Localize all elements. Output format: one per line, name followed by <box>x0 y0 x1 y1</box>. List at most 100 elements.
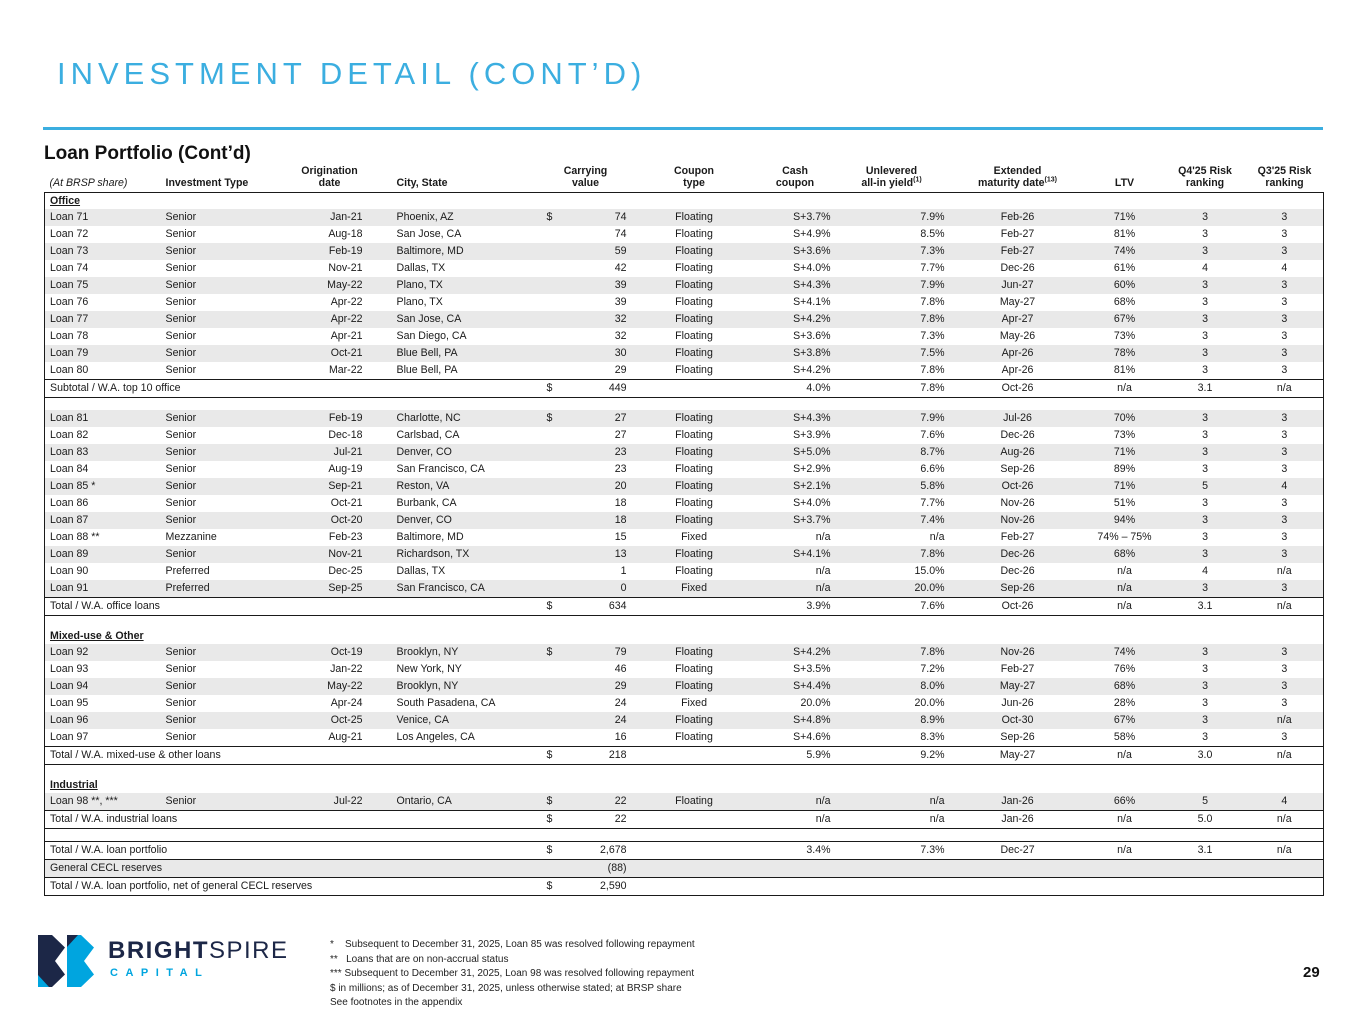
column-header: Carrying value <box>563 165 608 189</box>
table-cell: Sep-25 <box>328 582 363 594</box>
table-cell: 7.5% <box>920 347 945 359</box>
table-cell: 5.8% <box>920 480 945 492</box>
table-cell: San Jose, CA <box>396 228 462 240</box>
table-cell: Senior <box>165 731 197 743</box>
table-cell: Aug-26 <box>1000 446 1035 458</box>
table-cell <box>540 859 563 878</box>
table-cell: 3 <box>1202 296 1208 308</box>
table-row: Loan 72 Senior Aug-18 San Jose, CA 74 Floatin… <box>44 226 1325 243</box>
table-cell: Oct-21 <box>330 347 363 359</box>
table-cell: Apr-26 <box>1001 364 1034 376</box>
table-cell: Sep-21 <box>328 480 363 492</box>
table-cell: Loan 93 <box>44 661 163 678</box>
table-cell: South Pasadena, CA <box>396 697 496 709</box>
table-row: Office <box>43 192 1325 209</box>
table-cell: Loan 74 <box>44 260 163 277</box>
table-cell: 7.6% <box>920 429 945 441</box>
table-cell: Loan 97 <box>44 729 163 747</box>
table-cell: 4.0% <box>757 379 833 398</box>
table-cell: Mar-22 <box>328 364 363 376</box>
table-row: Loan 95 Senior Apr-24 South Pasadena, CA 24 F… <box>44 695 1325 712</box>
table-cell: 7.8% <box>832 379 951 398</box>
table-cell: Ontario, CA <box>396 795 452 807</box>
table-cell: Loan 82 <box>44 427 163 444</box>
table-cell: 3 <box>1245 328 1325 345</box>
table-cell: 74% – 75% <box>1097 531 1152 543</box>
table-cell: 3 <box>1245 512 1325 529</box>
table-cell: Phoenix, AZ <box>396 211 454 223</box>
table-cell: S+4.3% <box>793 412 831 424</box>
table-cell: 3 <box>1245 311 1325 328</box>
table-cell: Jun-27 <box>1001 279 1034 291</box>
table-cell: Senior <box>165 646 197 658</box>
table-cell: Floating <box>675 279 713 291</box>
table-cell: 3 <box>1245 529 1325 546</box>
section-label: Office <box>50 195 81 207</box>
table-cell: 3.4% <box>757 841 833 860</box>
table-cell: 3 <box>1245 678 1325 695</box>
table-cell: 46 <box>614 663 627 675</box>
table-cell: $ <box>546 795 553 807</box>
table-cell: 7.8% <box>920 646 945 658</box>
table-cell: Oct-26 <box>950 379 1085 398</box>
table-cell: 4 <box>1202 565 1208 577</box>
table-cell: n/a <box>1245 746 1325 765</box>
table-cell: Dec-26 <box>1000 429 1035 441</box>
footnote-line: ** Loans that are on non-accrual status <box>330 953 509 965</box>
table-row: Loan 80 Senior Mar-22 Blue Bell, PA 29 Floati… <box>44 362 1325 380</box>
table-cell: 18 <box>614 497 627 509</box>
table-cell: 74% <box>1113 245 1136 257</box>
table-cell: Apr-22 <box>330 296 363 308</box>
table-cell: S+3.7% <box>793 514 831 526</box>
table-row: Loan 79 Senior Oct-21 Blue Bell, PA 30 Floati… <box>44 345 1325 362</box>
table-cell: Loan 89 <box>44 546 163 563</box>
table-cell <box>541 461 563 478</box>
table-cell: 7.7% <box>920 262 945 274</box>
table-cell: $ <box>540 379 563 398</box>
table-cell: Floating <box>675 663 713 675</box>
table-cell: 3 <box>1202 364 1208 376</box>
table-cell <box>1164 859 1246 878</box>
table-cell: 9.2% <box>832 746 951 765</box>
table-cell: 7.9% <box>920 279 945 291</box>
table-cell: 68% <box>1113 296 1136 308</box>
column-header: LTV <box>1114 176 1135 189</box>
table-cell: Total / W.A. loan portfolio, net of gene… <box>44 877 541 896</box>
table-cell: n/a <box>1117 582 1132 594</box>
table-row: Loan 78 Senior Apr-21 San Diego, CA 32 Floati… <box>44 328 1325 345</box>
table-cell <box>541 661 563 678</box>
table-cell: 8.5% <box>920 228 945 240</box>
table-cell: Loan 78 <box>44 328 163 345</box>
table-cell: 24 <box>614 714 627 726</box>
table-cell: San Diego, CA <box>396 330 467 342</box>
table-cell: May-26 <box>999 330 1036 342</box>
table-cell: Feb-27 <box>1000 228 1035 240</box>
table-row <box>43 397 1325 410</box>
table-cell: Total / W.A. office loans <box>44 597 541 616</box>
table-cell <box>541 546 563 563</box>
table-cell: Loan 75 <box>44 277 163 294</box>
table-cell: Jul-21 <box>333 446 363 458</box>
table-cell: S+4.9% <box>793 228 831 240</box>
table-cell: 7.8% <box>920 296 945 308</box>
table-cell: 73% <box>1113 330 1136 342</box>
table-cell: 3 <box>1245 345 1325 362</box>
table-cell: $ <box>546 646 553 658</box>
table-cell: 67% <box>1113 313 1136 325</box>
table-cell: San Jose, CA <box>396 313 462 325</box>
table-cell: 3.1 <box>1164 841 1246 860</box>
table-cell: Floating <box>675 211 713 223</box>
table-cell: Jul-22 <box>333 795 363 807</box>
table-cell: Apr-26 <box>1001 347 1034 359</box>
table-row: Loan 90 Preferred Dec-25 Dallas, TX 1 Floatin… <box>44 563 1325 580</box>
column-header: Origination date <box>301 165 358 189</box>
table-cell: Senior <box>165 680 197 692</box>
table-cell: n/a <box>1084 746 1165 765</box>
table-cell: 18 <box>614 514 627 526</box>
table-cell: Floating <box>675 497 713 509</box>
table-cell: Loan 73 <box>44 243 163 260</box>
table-cell: Dallas, TX <box>396 262 446 274</box>
table-row: Mixed-use & Other <box>43 628 1325 644</box>
table-container: (At BRSP share) Investment Type Originatio… <box>43 165 1325 896</box>
table-cell <box>541 478 563 495</box>
